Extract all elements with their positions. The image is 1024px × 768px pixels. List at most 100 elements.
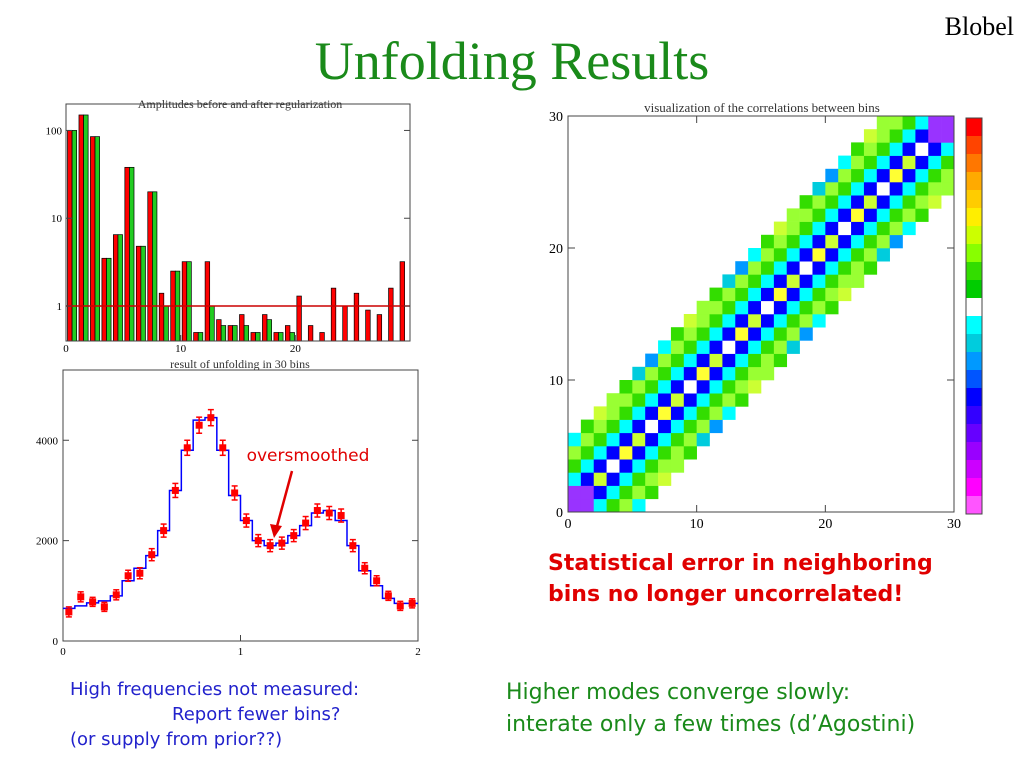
amplitude-bar-after xyxy=(243,325,250,342)
correlation-cell xyxy=(761,314,775,328)
correlation-cell xyxy=(825,287,839,302)
correlation-cell xyxy=(838,182,852,196)
correlation-cell xyxy=(658,432,672,447)
correlation-cell xyxy=(632,419,646,434)
amplitude-bar-before xyxy=(250,332,256,342)
correlation-cell xyxy=(889,208,903,222)
correlation-cell xyxy=(619,432,633,447)
correlation-cell xyxy=(658,446,672,460)
correlation-cell xyxy=(902,155,916,170)
amplitude-bar-before xyxy=(67,130,73,342)
correlation-cell xyxy=(696,314,710,328)
correlation-cell xyxy=(799,300,813,315)
correlation-cell xyxy=(645,432,659,447)
correlation-cell xyxy=(851,221,865,236)
colorbar-segment xyxy=(966,298,982,317)
correlation-cell xyxy=(838,195,852,209)
correlation-cell xyxy=(645,380,659,394)
correlation-cell xyxy=(915,208,929,222)
correlation-cell xyxy=(619,498,633,513)
correlation-cell xyxy=(722,287,736,302)
correlation-cell xyxy=(838,248,852,262)
colorbar-segment xyxy=(966,424,982,443)
amplitude-bar-before xyxy=(135,245,142,342)
correlation-cell xyxy=(799,248,813,262)
correlation-cell xyxy=(709,340,723,354)
correlation-cell xyxy=(902,221,916,236)
unfolding-point xyxy=(290,532,298,540)
unfolding-point xyxy=(349,542,357,550)
unfolding-x-ticks: 0 1 2 xyxy=(60,635,421,658)
amplitude-bar-before xyxy=(376,314,383,342)
colorbar-segment xyxy=(966,388,982,407)
correlation-cell xyxy=(670,446,685,460)
correlation-cell xyxy=(915,155,929,170)
correlation-cell xyxy=(580,432,595,447)
amplitude-bar-after xyxy=(209,305,215,342)
correlation-cell xyxy=(941,155,955,170)
correlation-cell xyxy=(670,393,685,407)
correlation-y-tick-label: 20 xyxy=(549,242,563,257)
correlation-cell xyxy=(799,195,813,209)
correlation-cell xyxy=(632,406,646,420)
correlation-cell xyxy=(863,182,878,196)
correlation-x-tick-label: 30 xyxy=(947,517,961,532)
correlation-cell xyxy=(876,234,890,249)
correlation-cell xyxy=(683,406,697,420)
unfolding-point xyxy=(302,519,310,527)
correlation-cell xyxy=(915,182,929,196)
correlation-cell xyxy=(838,168,852,183)
correlation-cell xyxy=(645,459,659,473)
correlation-cell xyxy=(580,472,595,486)
correlation-cell xyxy=(580,485,595,500)
correlation-cell xyxy=(799,261,813,275)
correlation-cell xyxy=(696,380,710,394)
correlation-cell xyxy=(851,168,865,183)
correlation-cell xyxy=(748,314,762,328)
correlation-cell xyxy=(735,327,749,341)
correlation-cell xyxy=(735,393,749,407)
amplitude-bar-after xyxy=(140,245,146,342)
amplitude-bar-before xyxy=(365,309,371,342)
amplitude-bar-before xyxy=(204,261,211,342)
correlation-cell xyxy=(632,380,646,394)
correlation-cell xyxy=(812,287,826,302)
correlation-cell xyxy=(799,327,813,341)
correlation-cell xyxy=(863,261,878,275)
correlation-cell xyxy=(709,380,723,394)
correlation-frame xyxy=(567,115,955,513)
unfolding-point xyxy=(325,509,333,517)
correlation-cell xyxy=(619,393,633,407)
correlation-cell xyxy=(683,327,697,341)
unfolding-point xyxy=(112,591,120,599)
convergence-note-line-1: Higher modes converge slowly: xyxy=(506,680,851,705)
correlation-cell xyxy=(928,195,942,209)
correlation-cell xyxy=(761,300,775,315)
correlation-cell xyxy=(683,314,697,328)
colorbar-segment xyxy=(966,280,982,299)
correlation-cell xyxy=(670,327,685,341)
unfolding-point xyxy=(231,489,239,497)
unfolding-x-tick-label: 2 xyxy=(415,646,421,658)
correlation-cell xyxy=(748,380,762,394)
correlation-cell xyxy=(696,300,710,315)
correlation-cell xyxy=(568,446,582,460)
colorbar-segment xyxy=(966,496,982,515)
amplitude-bar-after xyxy=(220,325,227,342)
correlation-cell xyxy=(722,366,736,381)
correlation-cell xyxy=(696,327,710,341)
correlation-cell xyxy=(812,261,826,275)
correlation-cell xyxy=(928,155,942,170)
unfolding-point xyxy=(195,421,203,429)
amplitude-bar-before xyxy=(388,287,394,342)
correlation-cell xyxy=(580,419,595,434)
correlation-x-tick-label: 0 xyxy=(565,517,572,532)
correlation-cell xyxy=(915,116,929,130)
correlation-cell xyxy=(863,221,878,236)
correlation-x-tick-label: 10 xyxy=(690,517,704,532)
author-label: Blobel xyxy=(944,12,1014,41)
correlation-cell xyxy=(773,287,788,302)
correlation-cell xyxy=(722,340,736,354)
correlation-cell xyxy=(632,485,646,500)
correlation-cell xyxy=(696,366,710,381)
